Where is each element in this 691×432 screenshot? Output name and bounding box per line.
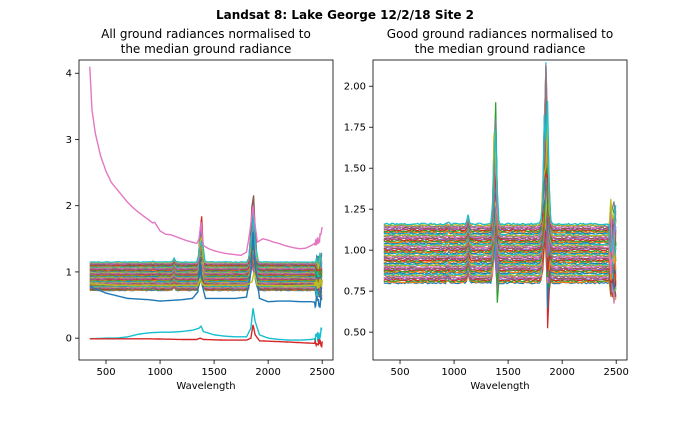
left-x-tick-label: 1000: [147, 367, 172, 378]
left-y-tick-label: 0: [66, 334, 72, 345]
left-band-line: [89, 201, 323, 270]
left-chart: All ground radiances normalised to the m…: [66, 27, 335, 392]
left-chart-title-line1: All ground radiances normalised to: [101, 27, 311, 41]
right-y-tick-label: 1.00: [344, 246, 366, 257]
right-band-line: [383, 75, 617, 241]
right-band-line: [383, 191, 617, 329]
right-x-tick-label: 1000: [441, 367, 466, 378]
right-y-tick-label: 1.75: [344, 123, 366, 134]
right-band-line: [383, 198, 617, 290]
figure-suptitle: Landsat 8: Lake George 12/2/18 Site 2: [216, 8, 474, 22]
right-y-tick-label: 0.75: [344, 287, 366, 298]
right-band-line: [383, 102, 617, 259]
left-y-ticks: 0 1 2 3 4: [66, 69, 79, 345]
left-band-line: [89, 215, 323, 269]
right-band-line: [383, 67, 617, 271]
left-series-line: [89, 66, 323, 257]
left-chart-title-line2: the median ground radiance: [121, 42, 292, 56]
left-plot-area: [89, 66, 323, 349]
right-band-line: [383, 190, 617, 274]
left-series-line: [89, 232, 323, 310]
right-band-line: [383, 146, 617, 281]
right-band-line: [383, 192, 617, 293]
left-band-line: [89, 195, 323, 266]
right-x-tick-label: 2000: [549, 367, 574, 378]
right-x-axis-label: Wavelength: [470, 381, 529, 392]
right-band-line: [383, 118, 617, 258]
right-band-line: [383, 128, 617, 262]
left-x-tick-label: 500: [96, 367, 115, 378]
right-y-tick-label: 0.50: [344, 328, 366, 339]
right-band-line: [383, 198, 617, 304]
right-y-tick-label: 1.50: [344, 164, 366, 175]
right-band-line: [383, 100, 617, 252]
right-band-line: [383, 115, 617, 227]
right-plot-area: [383, 62, 617, 329]
right-band-line: [383, 181, 617, 287]
left-y-tick-label: 2: [66, 201, 72, 212]
right-chart-title-line2: the median ground radiance: [415, 42, 586, 56]
left-band-line: [89, 213, 323, 267]
left-y-tick-label: 3: [66, 135, 72, 146]
left-x-axis-label: Wavelength: [176, 381, 235, 392]
left-series-line: [89, 324, 323, 349]
right-band-line: [383, 67, 617, 244]
right-band-line: [383, 159, 617, 292]
right-axes-frame: [372, 59, 628, 361]
right-chart: Good ground radiances normalised to the …: [344, 27, 629, 392]
right-band-line: [383, 193, 617, 301]
right-y-tick-label: 2.00: [344, 82, 366, 93]
left-y-tick-label: 4: [66, 69, 72, 80]
right-x-tick-label: 2500: [603, 367, 628, 378]
left-y-tick-label: 1: [66, 267, 72, 278]
left-axes-frame: [78, 59, 334, 361]
right-band-line: [383, 179, 617, 266]
right-y-tick-label: 1.25: [344, 205, 366, 216]
right-x-ticks: 500 1000 1500 2000 2500: [390, 360, 629, 378]
right-y-ticks: 0.50 0.75 1.00 1.25 1.50 1.75 2.00: [344, 82, 373, 339]
left-x-tick-label: 1500: [201, 367, 226, 378]
left-x-tick-label: 2500: [309, 367, 334, 378]
right-x-tick-label: 500: [390, 367, 409, 378]
left-x-tick-label: 2000: [255, 367, 280, 378]
left-series-line: [89, 271, 323, 289]
right-x-tick-label: 1500: [495, 367, 520, 378]
left-x-ticks: 500 1000 1500 2000 2500: [96, 360, 335, 378]
left-series-line: [89, 308, 323, 343]
right-band-line: [383, 193, 617, 303]
right-chart-title-line1: Good ground radiances normalised to: [387, 27, 613, 41]
right-band-line: [383, 197, 617, 309]
right-band-line: [383, 161, 617, 271]
left-band-line: [89, 238, 323, 291]
right-band-line: [383, 64, 617, 255]
right-band-line: [383, 65, 617, 228]
right-band-line: [383, 188, 617, 267]
right-band-line: [383, 198, 617, 297]
